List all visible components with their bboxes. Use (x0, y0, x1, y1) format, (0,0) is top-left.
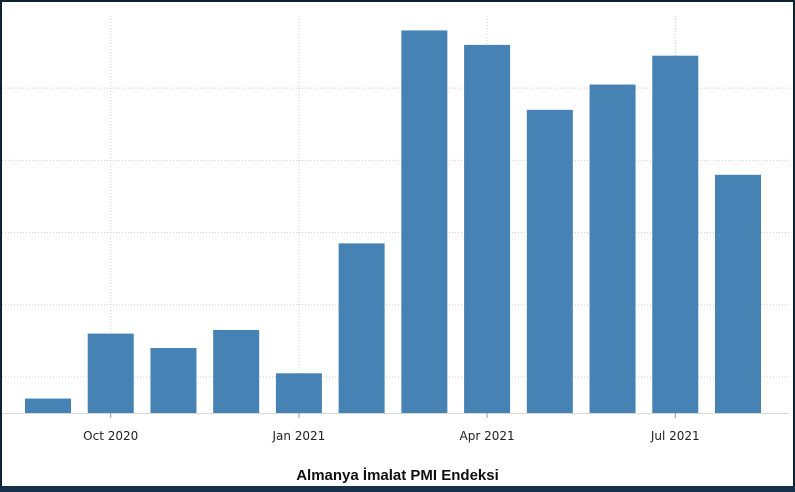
bar-jan-2021 (275, 373, 322, 413)
bar-apr-2021 (464, 44, 511, 413)
bar-aug-2021 (715, 174, 761, 413)
x-tick-label: Jul 2021 (650, 429, 700, 443)
bar-nov-2020 (150, 348, 197, 413)
bar-may-2021 (526, 109, 573, 413)
bar-feb-2021 (338, 243, 385, 413)
bar-dec-2020 (213, 329, 260, 413)
x-tick-label: Oct 2020 (83, 429, 138, 443)
bar-sep-2020 (25, 398, 71, 413)
x-tick-label: Apr 2021 (460, 429, 515, 443)
bar-jun-2021 (589, 84, 636, 413)
bar-oct-2020 (87, 333, 134, 413)
x-tick-label: Jan 2021 (271, 429, 325, 443)
bar-jul-2021 (652, 55, 699, 413)
bar-chart: Oct 2020 Jan 2021 Apr 2021 Jul 2021 (2, 16, 789, 443)
bar-mar-2021 (401, 30, 448, 413)
x-axis-ticks: Oct 2020 Jan 2021 Apr 2021 Jul 2021 (83, 413, 700, 443)
bars (25, 30, 761, 413)
chart-title: Almanya İmalat PMI Endeksi (296, 467, 499, 484)
bottom-strip (0, 486, 795, 492)
chart-frame: Oct 2020 Jan 2021 Apr 2021 Jul 2021 Almanya… (2, 2, 793, 486)
